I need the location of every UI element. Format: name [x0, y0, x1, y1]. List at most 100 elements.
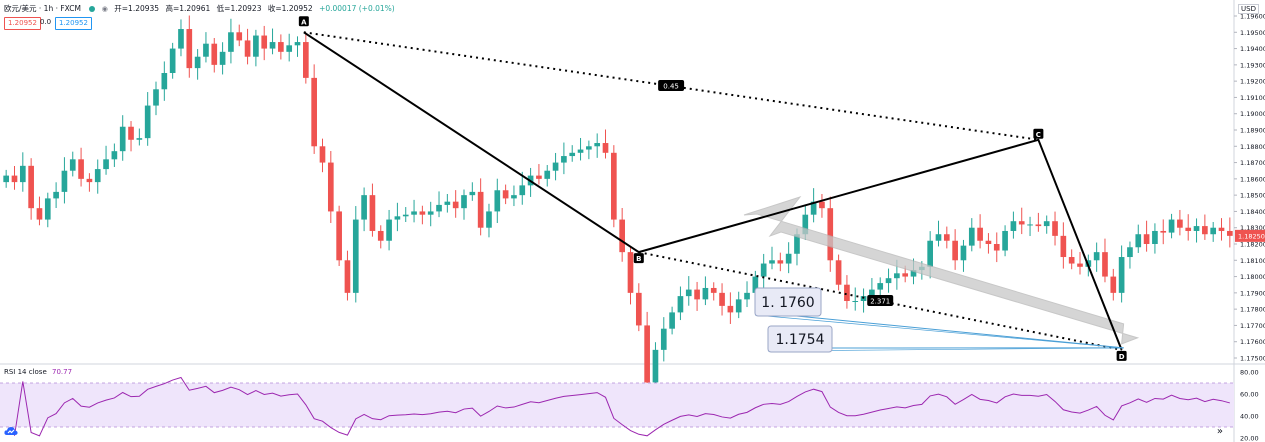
candle-body: [594, 143, 601, 147]
candle-body: [1135, 234, 1142, 248]
candle-body: [627, 252, 634, 293]
candle-body: [1168, 219, 1175, 233]
price-tick-label: 1.17700: [1240, 322, 1265, 330]
candle-body: [1043, 221, 1050, 227]
candle-body: [1143, 234, 1150, 244]
candle-body: [1110, 276, 1117, 293]
candle-body: [569, 152, 576, 157]
candle-body: [86, 178, 93, 183]
candle-body: [53, 191, 59, 199]
price-tick-label: 1.18300: [1240, 224, 1265, 232]
candle-body: [777, 260, 784, 264]
candle-body: [927, 240, 933, 267]
candle-body: [344, 260, 351, 293]
candle-body: [977, 227, 983, 241]
price-tick-label: 1.18200: [1240, 241, 1265, 249]
spread-value: 0.0: [40, 18, 52, 26]
candle-body: [727, 305, 734, 313]
cloud-logo-icon[interactable]: [4, 425, 18, 436]
candle-body: [1127, 247, 1133, 258]
point-label: B: [636, 255, 641, 263]
candle-body: [352, 219, 359, 293]
eye-icon[interactable]: ◉: [101, 5, 108, 13]
rsi-tick-label: 20.00: [1240, 435, 1259, 442]
candle-body: [461, 195, 467, 209]
rsi-tick-label: 60.00: [1240, 391, 1259, 399]
ratio-label-box: [867, 295, 894, 306]
candle-body: [1093, 252, 1100, 261]
candle-body: [494, 190, 501, 212]
candle-body: [19, 165, 26, 183]
candle-body: [178, 29, 184, 49]
price-tick-label: 1.17500: [1240, 355, 1265, 363]
candle-body: [377, 230, 384, 241]
price-tick-label: 1.18100: [1240, 257, 1265, 265]
candle-body: [644, 325, 650, 383]
candle-body: [943, 234, 950, 241]
buy-price[interactable]: 1.20952: [55, 17, 92, 30]
candle-body: [144, 105, 151, 139]
candle-body: [586, 146, 592, 150]
candle-body: [411, 211, 417, 215]
price-tick-label: 1.18600: [1240, 175, 1265, 183]
price-tick-label: 1.18900: [1240, 127, 1265, 135]
point-label-box: [298, 16, 309, 27]
candle-body: [669, 312, 675, 329]
candle-body: [960, 245, 967, 261]
candle-body: [660, 328, 667, 350]
candle-body: [1193, 226, 1200, 231]
candle-body: [394, 216, 401, 220]
candle-body: [119, 126, 126, 152]
price-tick-label: 1.17800: [1240, 306, 1265, 314]
candle-body: [286, 45, 293, 52]
projection-arrow: [743, 196, 1140, 345]
candle-body: [602, 143, 609, 153]
symbol-title[interactable]: 欧元/美元 · 1h · FXCM: [4, 4, 81, 13]
candle-body: [294, 42, 301, 46]
candle-body: [1035, 224, 1042, 227]
candle-body: [544, 170, 551, 179]
price-tick-label: 1.18800: [1240, 143, 1265, 151]
candle-body: [852, 301, 859, 302]
ratio-label-box: [658, 80, 685, 92]
point-label-box: [1116, 350, 1127, 361]
candle-body: [1077, 263, 1083, 267]
candle-body: [11, 175, 18, 183]
candles: [3, 15, 1233, 393]
sell-price[interactable]: 1.20952: [4, 17, 41, 30]
candle-body: [702, 287, 709, 300]
candle-body: [1102, 252, 1108, 277]
candle-body: [677, 296, 684, 313]
candle-body: [1177, 219, 1183, 228]
candle-body: [1060, 235, 1067, 258]
currency-label[interactable]: USD: [1238, 4, 1259, 14]
candle-body: [910, 270, 917, 277]
ohlc-high: 高=1.20961: [165, 4, 211, 13]
callout-price: 1. 1760: [761, 295, 814, 311]
scroll-right-icon[interactable]: »: [1216, 426, 1223, 437]
candle-body: [278, 42, 284, 52]
candle-body: [1018, 221, 1025, 225]
candle-body: [502, 190, 509, 199]
candle-body: [111, 151, 118, 160]
candle-body: [1210, 227, 1217, 235]
candle-body: [303, 42, 309, 78]
candle-body: [361, 195, 367, 220]
harmonic-pattern: 0.45 2.371 A B C D 1. 1760 1.1754: [298, 16, 1140, 361]
candle-body: [103, 159, 109, 170]
price-tick-label: 1.19500: [1240, 29, 1265, 37]
candle-body: [319, 146, 326, 163]
candle-body: [336, 211, 342, 261]
point-label-box: [1033, 128, 1044, 139]
rsi-tick-label: 40.00: [1240, 413, 1259, 421]
candle-body: [69, 159, 76, 171]
candle-body: [1202, 226, 1208, 235]
candle-body: [835, 260, 842, 285]
candle-body: [244, 40, 251, 57]
price-tick-label: 1.19100: [1240, 94, 1265, 102]
candle-body: [386, 219, 392, 241]
candle-body: [211, 43, 218, 65]
candle-body: [78, 159, 84, 179]
candle-body: [136, 138, 143, 140]
